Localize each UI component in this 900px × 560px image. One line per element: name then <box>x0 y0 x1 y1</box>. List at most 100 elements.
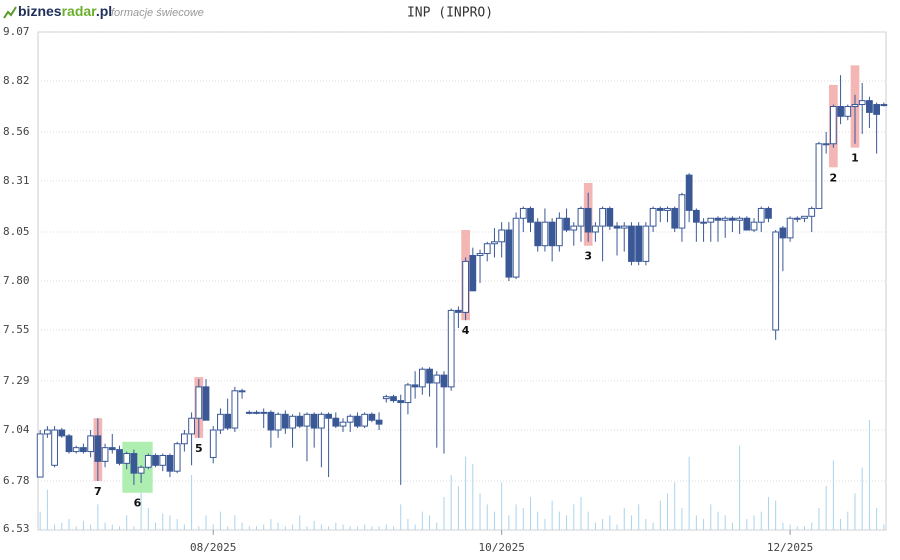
subtitle: formacje świecowe <box>111 7 204 19</box>
candle-body <box>606 207 614 227</box>
candle-body <box>620 225 628 229</box>
pattern-label: 3 <box>584 250 592 263</box>
candle-body <box>303 413 311 427</box>
pattern-label: 7 <box>94 485 102 498</box>
y-tick-label: 8.82 <box>3 74 30 87</box>
candle-body <box>584 207 592 233</box>
candle-body <box>166 454 174 472</box>
candle-body <box>318 413 325 429</box>
candle-body <box>592 225 599 233</box>
candle-body <box>548 221 556 247</box>
candle-body <box>541 221 549 247</box>
candle-body <box>649 207 657 227</box>
candle-body <box>325 413 332 419</box>
logo-part: .pl <box>96 3 112 19</box>
candle-body <box>72 447 80 453</box>
logo: biznesradar.pl <box>18 3 112 19</box>
candle-body <box>642 225 650 262</box>
chart-title: INP (INPRO) <box>407 6 493 21</box>
candle-body <box>231 390 239 429</box>
candle-body <box>700 221 707 224</box>
x-tick-label: 10/2025 <box>478 541 524 554</box>
candle-body <box>281 413 289 429</box>
candle-body <box>786 217 794 239</box>
candle-body <box>808 207 816 217</box>
candle-body <box>505 229 513 278</box>
candle-body <box>822 143 830 146</box>
candle-body <box>224 413 232 429</box>
pattern-label: 2 <box>830 171 838 184</box>
candle-body <box>152 454 159 466</box>
candle-body <box>411 384 419 388</box>
candle-body <box>137 466 145 474</box>
candle-body <box>714 217 722 221</box>
candle-body <box>123 453 131 464</box>
candle-body <box>815 143 823 209</box>
candle-body <box>866 100 873 113</box>
candle-body <box>613 225 621 229</box>
candle-body <box>202 386 210 421</box>
candle-body <box>743 217 751 231</box>
candle-body <box>433 374 441 384</box>
candle-body <box>721 217 729 221</box>
candle-body <box>332 417 340 427</box>
candle-body <box>447 309 455 388</box>
candle-body <box>390 396 397 402</box>
y-tick-label: 7.55 <box>3 323 30 336</box>
candle-body <box>195 386 203 419</box>
candle-body <box>260 411 268 414</box>
candle-body <box>339 421 347 427</box>
candle-body <box>772 231 780 331</box>
pattern-label: 5 <box>195 442 203 455</box>
candle-body <box>635 225 643 262</box>
candle-body <box>512 217 520 278</box>
candle-body <box>729 217 736 221</box>
candle-body <box>346 415 354 423</box>
candle-body <box>628 225 635 262</box>
candle-body <box>491 241 498 245</box>
candle-body <box>426 368 433 384</box>
y-tick-label: 7.80 <box>3 274 30 287</box>
candle-body <box>664 207 671 211</box>
candle-body <box>217 413 224 431</box>
candle-body <box>837 106 844 117</box>
candle-body <box>253 411 260 414</box>
candle-body <box>368 413 376 421</box>
candle-body <box>36 433 44 478</box>
candle-body <box>844 106 852 117</box>
candle-body <box>678 194 686 229</box>
candle-body <box>829 106 837 145</box>
logo-part: radar <box>62 3 98 19</box>
candle-body <box>94 435 102 462</box>
candle-body <box>873 104 881 115</box>
candle-body <box>238 390 246 393</box>
candle-body <box>801 215 808 219</box>
candle-body <box>58 429 66 437</box>
candle-body <box>534 221 542 247</box>
candle-body <box>851 104 859 108</box>
candle-body <box>80 447 87 453</box>
y-tick-label: 7.04 <box>3 423 30 436</box>
candle-body <box>757 207 765 223</box>
candle-body <box>519 207 527 219</box>
candle-body <box>354 415 361 427</box>
candle-body <box>289 415 296 429</box>
candle-body <box>418 368 426 388</box>
candle-body <box>274 413 282 431</box>
candle-body <box>671 207 679 229</box>
candle-body <box>440 374 448 388</box>
candle-body <box>736 217 744 221</box>
y-tick-label: 6.53 <box>3 522 30 535</box>
candle-body <box>469 255 477 292</box>
x-tick-label: 12/2025 <box>767 541 813 554</box>
candle-body <box>779 227 787 239</box>
candle-body <box>375 419 383 425</box>
candle-body <box>51 429 58 466</box>
candle-body <box>159 454 167 466</box>
candle-body <box>43 429 51 435</box>
candle-body <box>577 207 585 227</box>
candle-body <box>563 217 570 231</box>
candle-body <box>245 411 253 414</box>
y-tick-label: 8.31 <box>3 174 30 187</box>
candle-body <box>555 217 563 247</box>
